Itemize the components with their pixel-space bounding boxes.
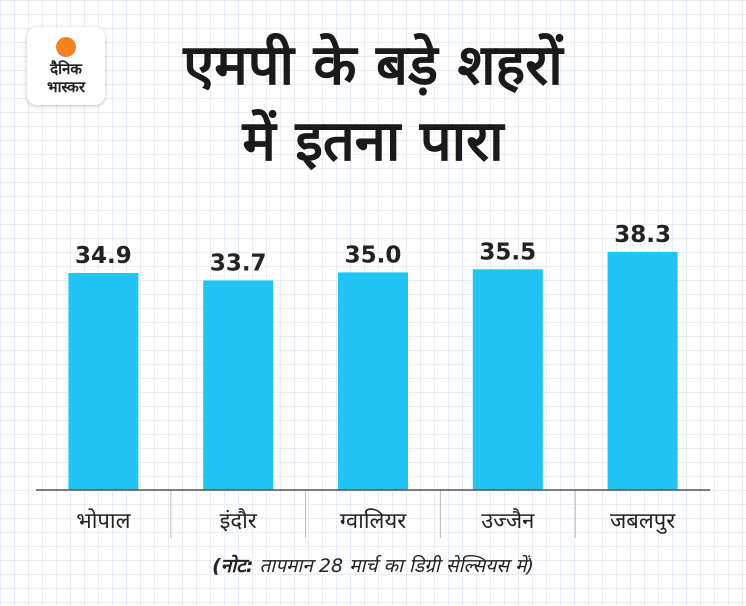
logo-line-2: भास्कर xyxy=(47,78,85,96)
bar xyxy=(203,280,274,490)
page-title: एमपी के बड़े शहरों में इतना पारा xyxy=(0,28,746,180)
note-text: तापमान 28 मार्च का डिग्री सेल्सियस में) xyxy=(253,555,534,577)
bar xyxy=(472,269,543,490)
data-label: 35.0 xyxy=(345,242,402,268)
category-label: इंदौर xyxy=(220,508,258,534)
footnote: (नोट: तापमान 28 मार्च का डिग्री सेल्सियस… xyxy=(0,552,746,578)
note-prefix: (नोट: xyxy=(212,555,254,577)
data-label: 33.7 xyxy=(210,250,267,276)
logo-line-1: दैनिक xyxy=(50,60,82,78)
bar xyxy=(338,272,408,490)
dainik-bhaskar-logo: दैनिक भास्कर xyxy=(27,27,105,105)
sun-icon xyxy=(56,37,76,57)
title-line-2: में इतना पारा xyxy=(242,109,504,174)
bar xyxy=(607,251,678,490)
data-label: 38.3 xyxy=(614,222,671,248)
bar xyxy=(68,273,139,490)
category-label: ग्वालियर xyxy=(340,508,407,534)
category-label: उज्जैन xyxy=(481,508,535,534)
category-label: जबलपुर xyxy=(610,509,676,534)
category-label: भोपाल xyxy=(76,508,131,534)
title-line-1: एमपी के बड़े शहरों xyxy=(183,33,563,98)
data-label: 34.9 xyxy=(75,243,132,269)
data-label: 35.5 xyxy=(479,239,536,265)
